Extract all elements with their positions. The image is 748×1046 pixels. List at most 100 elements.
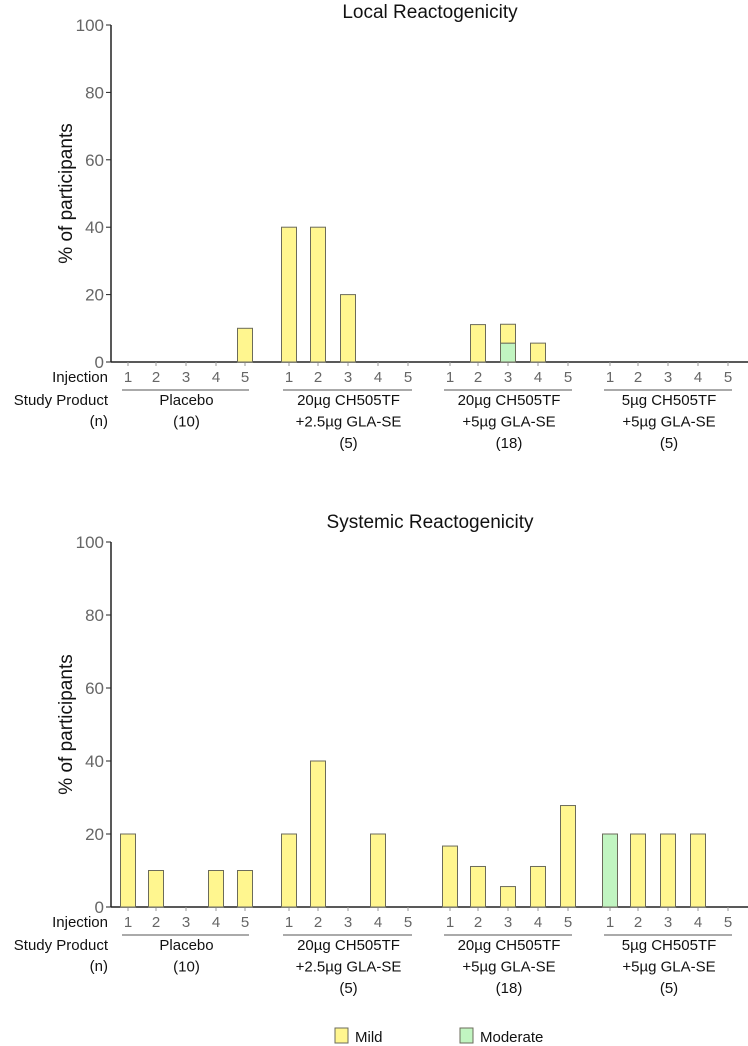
n-row-label: (n) [90,958,108,975]
y-tick-label: 80 [85,606,104,625]
y-tick-label: 40 [85,752,104,771]
group-label: 20µg CH505TF [458,392,561,409]
y-axis-label: % of participants [56,123,77,263]
injection-label: 4 [694,914,702,931]
bar-mild [370,833,386,908]
bar-mild [281,833,297,908]
injection-label: 1 [606,369,614,386]
injection-label: 4 [374,369,382,386]
injection-label: 4 [694,369,702,386]
group-label: +2.5µg GLA-SE [296,414,402,431]
injection-label: 2 [314,914,322,931]
injection-row-label: Injection [52,914,108,931]
bar-moderate [602,833,618,908]
y-tick-label: 0 [95,898,104,917]
bar-mild [530,865,546,908]
injection-label: 5 [724,369,732,386]
injection-label: 2 [152,369,160,386]
bar-mild [470,324,486,363]
injection-label: 5 [404,914,412,931]
injection-label: 3 [182,914,190,931]
injection-label: 1 [606,914,614,931]
bar-mild [470,865,486,908]
bar-mild [340,294,356,363]
group-label: Placebo [159,392,213,409]
group-label: 5µg CH505TF [622,937,717,954]
bar-mild [500,323,516,344]
bar-mild [120,833,136,908]
group-label: (18) [496,980,523,997]
injection-label: 3 [664,914,672,931]
injection-label: 1 [285,914,293,931]
legend-swatch-moderate [459,1027,474,1044]
injection-label: 5 [724,914,732,931]
legend-swatch-mild [334,1027,349,1044]
group-label: 5µg CH505TF [622,392,717,409]
group-label: +5µg GLA-SE [462,959,555,976]
group-label: (5) [339,435,357,452]
injection-label: 3 [344,369,352,386]
injection-label: 3 [664,369,672,386]
bar-mild [530,342,546,363]
injection-label: 2 [314,369,322,386]
bar-mild [690,833,706,908]
injection-label: 1 [124,369,132,386]
bar-mild [310,226,326,363]
injection-label: 3 [504,914,512,931]
systemic-reactogenicity-chart: Systemic Reactogenicity 0 20 40 60 80 100 % of … [14,512,748,997]
study-product-row-label: Study Product [14,392,109,409]
injection-label: 5 [241,914,249,931]
injection-row-label: Injection [52,369,108,386]
bar-mild [208,870,224,908]
group-label: (18) [496,435,523,452]
y-tick-label: 80 [85,83,104,102]
group-label: (10) [173,414,200,431]
injection-label: 4 [534,914,542,931]
injection-label: 2 [152,914,160,931]
group-label: Placebo [159,937,213,954]
group-label: (5) [339,980,357,997]
group-label: (5) [660,435,678,452]
group-label: +2.5µg GLA-SE [296,959,402,976]
bar-mild [237,870,253,908]
injection-label: 5 [564,914,572,931]
bar-mild [560,805,576,908]
group-label: (10) [173,959,200,976]
y-tick-label: 100 [76,533,104,552]
group-label: (5) [660,980,678,997]
y-tick-label: 40 [85,218,104,237]
group-label: 20µg CH505TF [458,937,561,954]
legend: Mild Moderate [334,1027,543,1046]
injection-label: 4 [534,369,542,386]
injection-label: 2 [634,369,642,386]
y-tick-label: 100 [76,16,104,35]
bar-mild [660,833,676,908]
y-tick-label: 60 [85,679,104,698]
group-label: +5µg GLA-SE [622,414,715,431]
legend-label-moderate: Moderate [480,1029,543,1046]
injection-label: 2 [474,914,482,931]
injection-label: 1 [285,369,293,386]
group-label: +5µg GLA-SE [462,414,555,431]
bar-mild [630,833,646,908]
bar-mild [310,760,326,908]
chart-title: Local Reactogenicity [342,2,518,23]
chart-title: Systemic Reactogenicity [327,512,534,533]
group-label: 20µg CH505TF [297,392,400,409]
y-axis-label: % of participants [56,654,77,794]
injection-label: 4 [212,914,220,931]
study-product-row-label: Study Product [14,937,109,954]
bar-mild [442,845,458,908]
injection-label: 1 [446,914,454,931]
injection-label: 4 [212,369,220,386]
injection-label: 3 [504,369,512,386]
group-label: 20µg CH505TF [297,937,400,954]
bar-mild [281,226,297,363]
injection-label: 3 [182,369,190,386]
injection-label: 1 [124,914,132,931]
bar-moderate [500,342,516,363]
local-reactogenicity-chart: Local Reactogenicity 0 20 40 60 80 100 % of par… [14,2,748,452]
injection-label: 5 [404,369,412,386]
